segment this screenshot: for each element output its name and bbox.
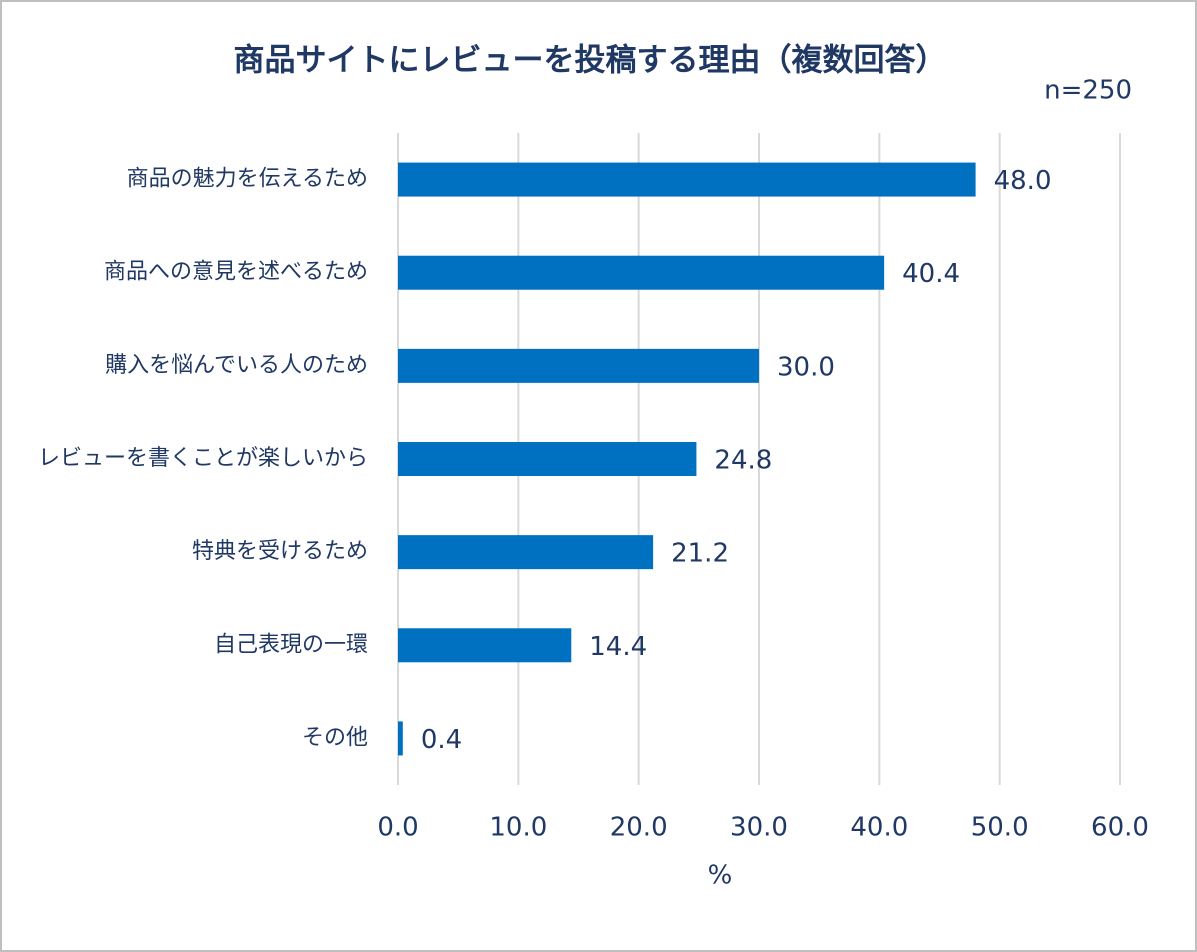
y-tick-label: その他	[302, 725, 368, 750]
bar	[398, 162, 976, 197]
chart-title: 商品サイトにレビューを投稿する理由（複数回答）	[234, 43, 947, 79]
x-tick-label: 10.0	[489, 813, 547, 843]
value-label: 24.8	[714, 446, 772, 476]
value-label: 40.4	[902, 259, 960, 289]
x-axis-label: %	[708, 861, 733, 891]
x-tick-label: 20.0	[610, 813, 668, 843]
x-tick-label: 40.0	[850, 813, 908, 843]
y-tick-label: 自己表現の一環	[214, 632, 368, 657]
bar	[398, 348, 759, 383]
value-label: 30.0	[777, 352, 835, 382]
value-label: 14.4	[589, 632, 647, 662]
y-tick-label: 商品への意見を述べるため	[104, 260, 368, 285]
x-tick-label: 60.0	[1091, 813, 1149, 843]
bar	[398, 442, 697, 476]
bar	[398, 628, 572, 663]
x-tick-label: 50.0	[971, 813, 1029, 843]
x-tick-label: 30.0	[730, 813, 788, 843]
bar	[398, 535, 654, 570]
y-tick-label: 特典を受けるため	[192, 539, 368, 564]
y-tick-label: レビューを書くことが楽しいから	[38, 446, 368, 471]
x-tick-label: 0.0	[377, 813, 418, 843]
value-label: 48.0	[994, 166, 1052, 196]
value-label: 0.4	[421, 725, 462, 755]
value-label: 21.2	[671, 539, 729, 569]
y-tick-label: 商品の魅力を伝えるため	[127, 167, 368, 192]
y-tick-label: 購入を悩んでいる人のため	[105, 353, 368, 378]
bar	[398, 255, 885, 290]
chart-subtitle: n=250	[1044, 76, 1132, 106]
bar	[398, 721, 403, 756]
